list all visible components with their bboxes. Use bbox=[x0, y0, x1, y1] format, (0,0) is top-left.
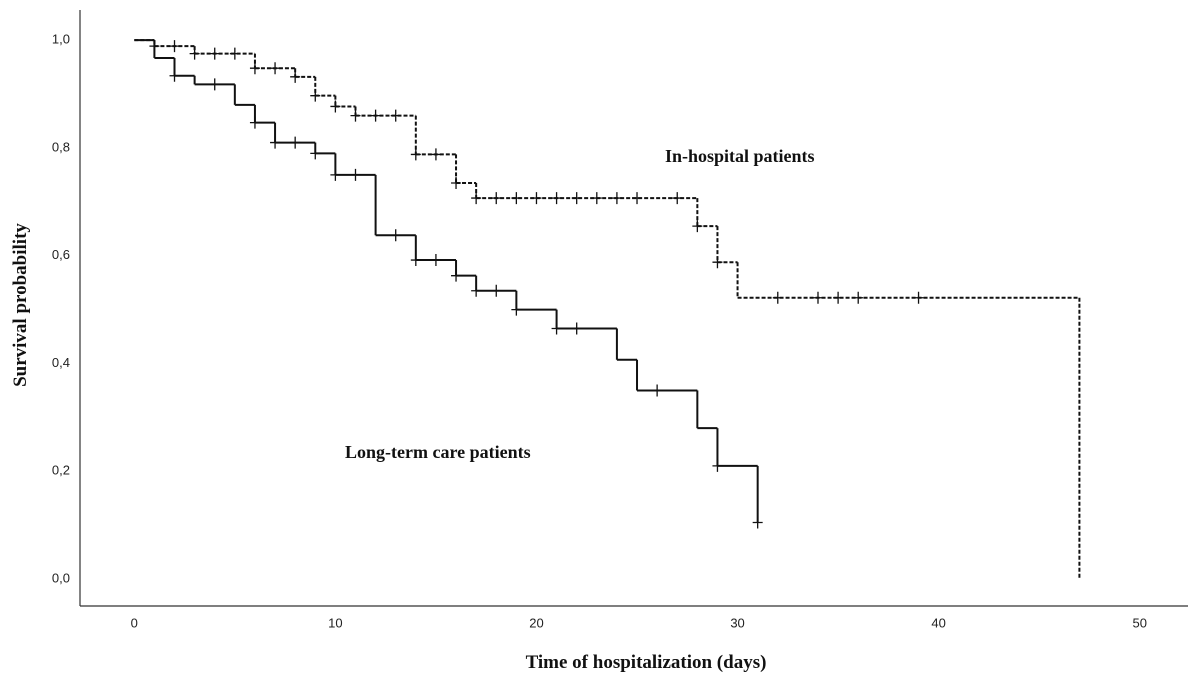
censor-mark bbox=[189, 47, 200, 60]
censor-mark bbox=[511, 192, 522, 205]
censor-mark bbox=[330, 168, 341, 181]
censor-mark bbox=[270, 136, 281, 149]
censor-mark bbox=[551, 322, 562, 335]
censor-mark bbox=[632, 192, 643, 205]
censor-mark bbox=[410, 148, 421, 161]
x-tick-label: 30 bbox=[730, 615, 744, 630]
y-tick-label: 0,4 bbox=[52, 355, 70, 370]
series-label: In-hospital patients bbox=[665, 146, 815, 166]
series-label: Long-term care patients bbox=[345, 442, 531, 462]
censor-mark bbox=[812, 291, 823, 304]
censor-mark bbox=[209, 47, 220, 60]
censor-mark bbox=[229, 47, 240, 60]
censor-mark bbox=[350, 109, 361, 122]
x-tick-label: 40 bbox=[931, 615, 945, 630]
censor-mark bbox=[330, 100, 341, 113]
censor-mark bbox=[652, 384, 663, 397]
y-tick-label: 1,0 bbox=[52, 32, 70, 47]
censor-mark bbox=[712, 459, 723, 472]
censor-mark bbox=[370, 109, 381, 122]
censor-mark bbox=[511, 303, 522, 316]
y-tick-label: 0,8 bbox=[52, 139, 70, 154]
censor-mark bbox=[290, 136, 301, 149]
censor-mark bbox=[752, 516, 763, 529]
y-tick-label: 0,2 bbox=[52, 463, 70, 478]
censor-mark bbox=[491, 192, 502, 205]
x-tick-label: 20 bbox=[529, 615, 543, 630]
censor-mark bbox=[310, 147, 321, 160]
y-tick-label: 0,0 bbox=[52, 570, 70, 585]
censor-mark bbox=[571, 322, 582, 335]
censor-mark bbox=[471, 284, 482, 297]
y-tick-label: 0,6 bbox=[52, 247, 70, 262]
censor-mark bbox=[531, 192, 542, 205]
censor-mark bbox=[169, 69, 180, 82]
censor-mark bbox=[290, 70, 301, 83]
censor-mark bbox=[209, 78, 220, 91]
censor-mark bbox=[833, 291, 844, 304]
censor-mark bbox=[350, 168, 361, 181]
censor-mark bbox=[249, 62, 260, 75]
censor-mark bbox=[692, 220, 703, 233]
x-tick-label: 0 bbox=[131, 615, 138, 630]
censor-mark bbox=[451, 176, 462, 189]
censor-mark bbox=[430, 254, 441, 267]
censor-mark bbox=[672, 192, 683, 205]
censor-mark bbox=[390, 109, 401, 122]
x-tick-label: 10 bbox=[328, 615, 342, 630]
censor-mark bbox=[611, 192, 622, 205]
censor-mark bbox=[913, 291, 924, 304]
censor-mark bbox=[772, 291, 783, 304]
censor-mark bbox=[390, 229, 401, 242]
censor-mark bbox=[410, 254, 421, 267]
censor-mark bbox=[571, 192, 582, 205]
y-axis-label: Survival probability bbox=[10, 223, 31, 387]
censor-mark bbox=[310, 89, 321, 102]
x-tick-label: 50 bbox=[1133, 615, 1147, 630]
censor-mark bbox=[491, 284, 502, 297]
censor-mark bbox=[471, 192, 482, 205]
censor-mark bbox=[712, 256, 723, 269]
censor-mark bbox=[169, 40, 180, 53]
censor-mark bbox=[430, 148, 441, 161]
censor-mark bbox=[249, 116, 260, 129]
censor-mark bbox=[591, 192, 602, 205]
censor-mark bbox=[551, 192, 562, 205]
censor-mark bbox=[270, 62, 281, 75]
censor-mark bbox=[853, 291, 864, 304]
x-axis-label: Time of hospitalization (days) bbox=[526, 652, 767, 673]
censor-mark bbox=[451, 269, 462, 282]
